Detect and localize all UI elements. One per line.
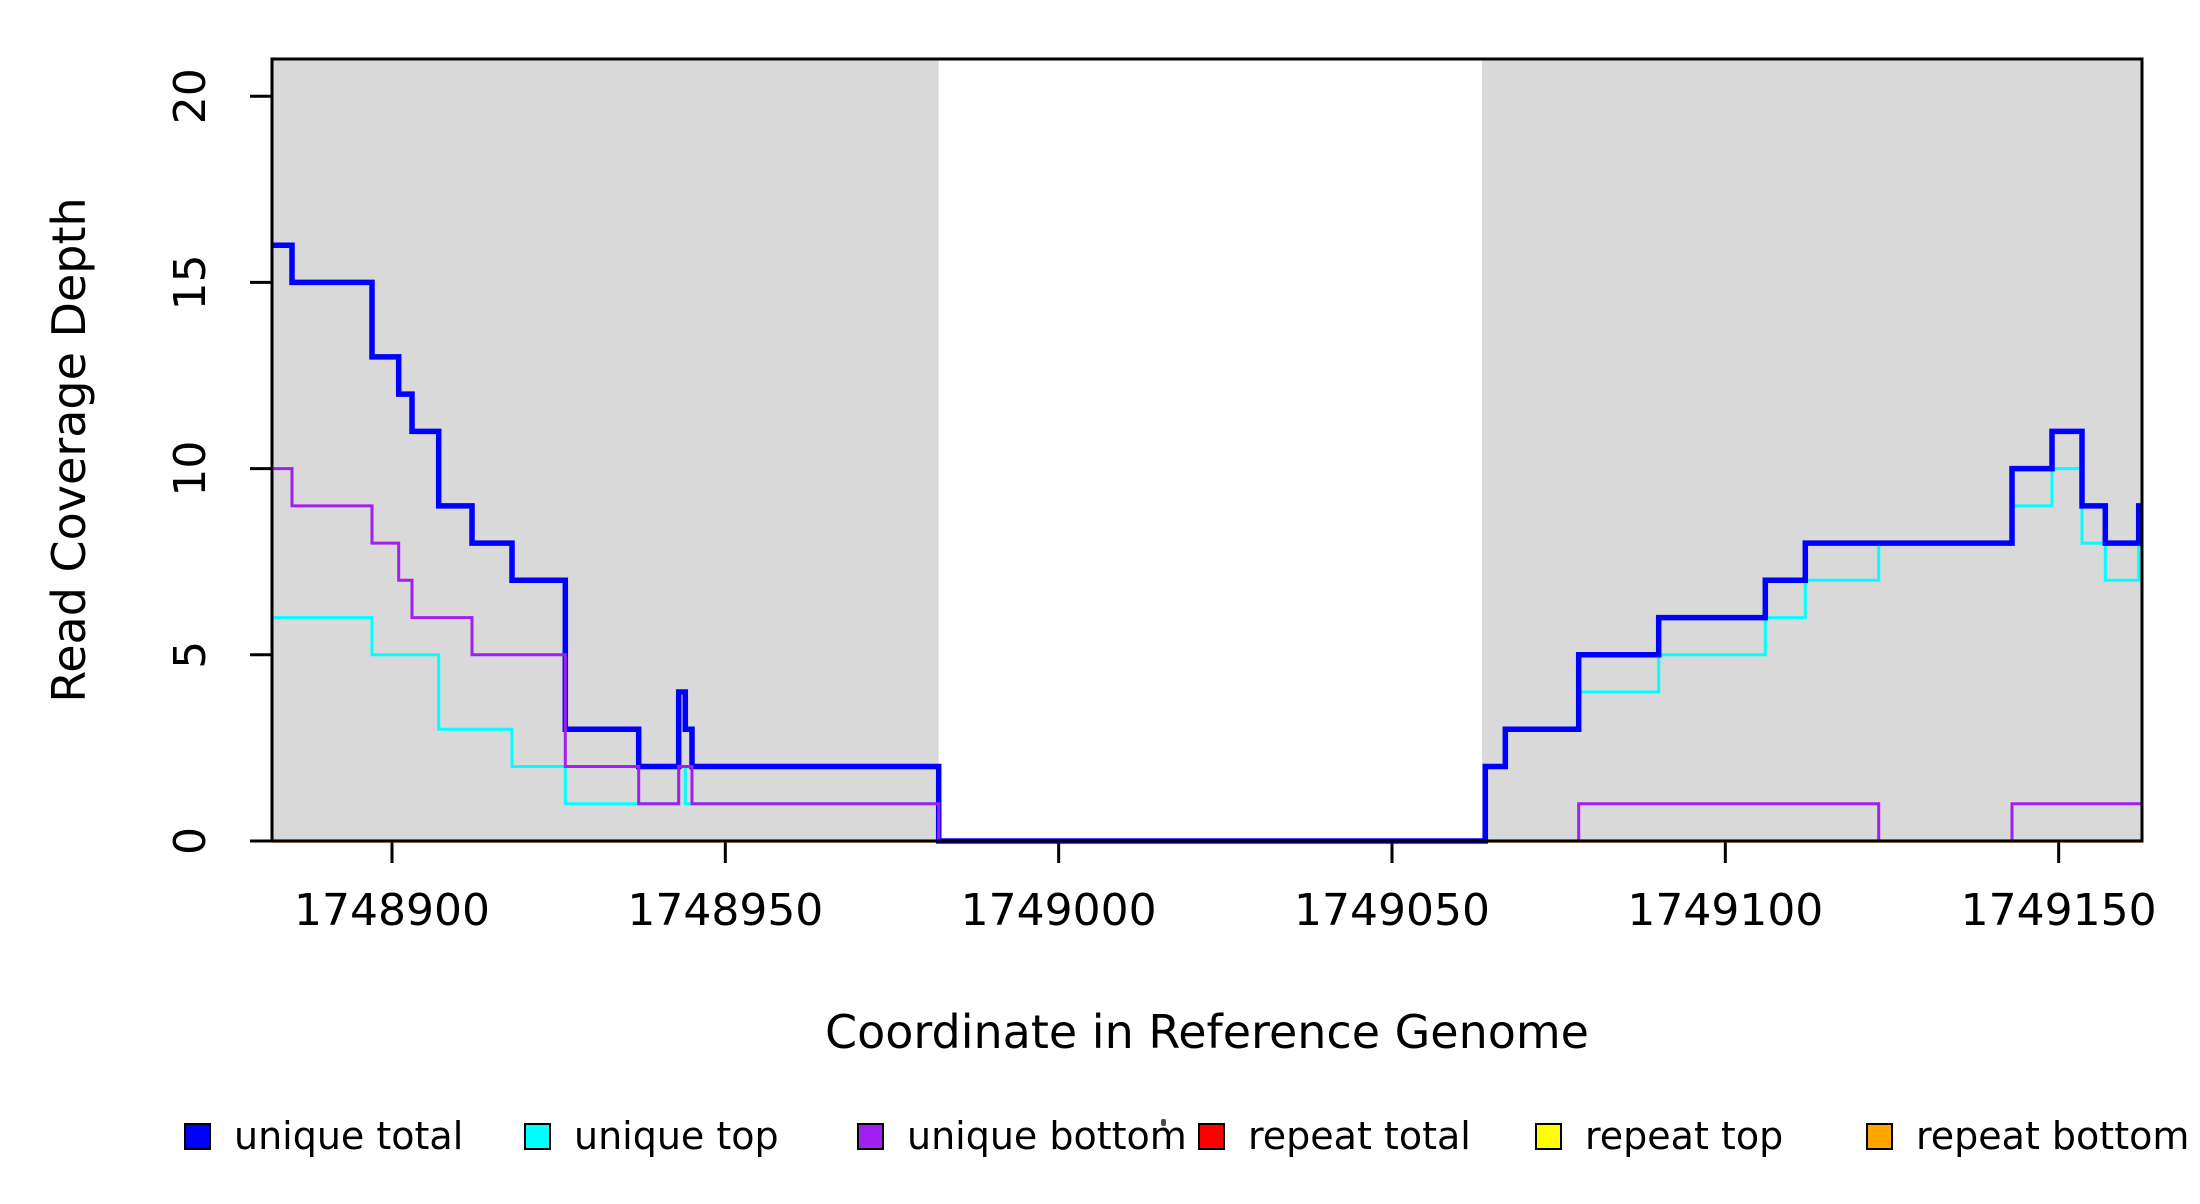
legend-label: repeat total	[1248, 1114, 1471, 1158]
legend-item-unique-bottom: unique bottom	[857, 1108, 1187, 1164]
series-unique-bottom	[272, 467, 2142, 843]
x-tick-label: 1748900	[294, 885, 490, 936]
y-tick-label: 10	[165, 441, 216, 497]
legend-label: repeat top	[1585, 1114, 1784, 1158]
legend-swatch-icon	[1198, 1122, 1225, 1150]
legend-label: unique total	[234, 1114, 464, 1158]
series-unique-total	[272, 242, 2142, 844]
legend-item-repeat-total: repeat total	[1198, 1108, 1471, 1164]
legend-item-unique-total: unique total	[184, 1108, 463, 1164]
y-tick-label: 0	[165, 827, 216, 855]
legend-item-unique-top: unique top	[524, 1108, 779, 1164]
legend-label: unique bottom	[907, 1114, 1187, 1158]
legend-swatch-icon	[1866, 1122, 1893, 1150]
y-tick-label: 5	[165, 641, 216, 669]
legend-label: repeat bottom	[1916, 1114, 2190, 1158]
legend-item-repeat-top: repeat top	[1535, 1108, 1783, 1164]
legend-label: unique top	[574, 1114, 779, 1158]
x-tick-label: 1749000	[961, 885, 1157, 936]
x-tick-label: 1748950	[627, 885, 823, 936]
legend-swatch-icon	[1535, 1122, 1562, 1150]
right-unique-region	[1482, 59, 2142, 841]
x-tick-label: 1749150	[1961, 885, 2157, 936]
y-axis-title: Read Coverage Depth	[42, 197, 96, 702]
x-tick-label: 1749050	[1294, 885, 1490, 936]
legend-item-repeat-bottom: repeat bottom	[1866, 1108, 2189, 1164]
legend-swatch-icon	[184, 1122, 211, 1150]
y-tick-label: 15	[165, 254, 216, 310]
shaded-regions	[272, 59, 2142, 841]
stray-dot-artifact	[1161, 1119, 1166, 1126]
left-unique-region	[272, 59, 939, 841]
legend: unique total unique top unique bottom repea…	[0, 1108, 2200, 1164]
legend-swatch-icon	[524, 1122, 551, 1150]
axes: 1748900 1748950 1749000 1749050 1749100 17491…	[165, 68, 2157, 936]
x-axis-title: Coordinate in Reference Genome	[825, 1005, 1589, 1059]
plot-border	[270, 57, 2144, 843]
legend-swatch-icon	[857, 1122, 884, 1150]
y-tick-label: 20	[165, 68, 216, 124]
x-tick-label: 1749100	[1627, 885, 1823, 936]
